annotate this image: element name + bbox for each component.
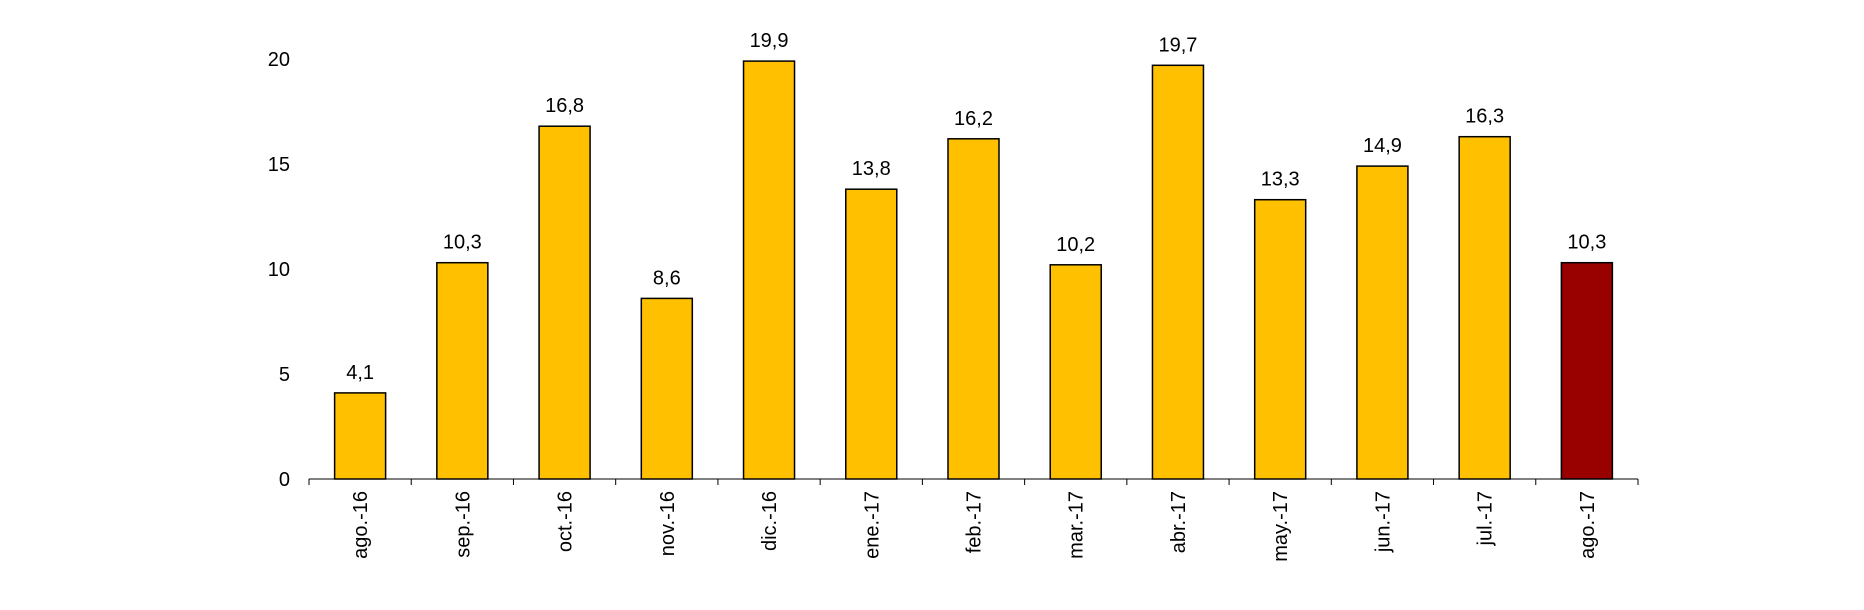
data-label: 19,9 [750, 30, 789, 52]
x-tick-label: sep.-16 [452, 491, 474, 558]
bars [333, 60, 1614, 480]
bar [1049, 264, 1102, 480]
x-tick-label: jul.-17 [1475, 491, 1497, 546]
y-tick-label: 10 [268, 259, 290, 281]
data-label: 19,7 [1158, 34, 1197, 56]
y-axis: 0 5 10 15 20 [268, 49, 290, 491]
data-label: 16,2 [954, 108, 993, 130]
bar [1356, 165, 1409, 480]
x-tick-label: nov.-16 [657, 491, 679, 556]
bar [947, 138, 1000, 480]
bar [436, 261, 489, 480]
x-tick-label: oct.-16 [555, 491, 577, 552]
x-tick-label: mar.-17 [1066, 491, 1088, 559]
bar [845, 188, 898, 480]
bar [1458, 135, 1511, 480]
x-tick-label: abr.-17 [1168, 491, 1190, 553]
data-label: 10,3 [443, 232, 482, 254]
bar [1560, 261, 1614, 480]
x-tick-label: may.-17 [1270, 491, 1292, 562]
x-tick-label: ago.-16 [350, 491, 372, 559]
x-tick-label: jun.-17 [1372, 491, 1394, 553]
x-axis: ago.-16 sep.-16 oct.-16 nov.-16 dic.-16 ene.-… [308, 478, 1639, 562]
x-tick-label: feb.-17 [964, 491, 986, 553]
data-label: 10,2 [1056, 234, 1095, 256]
data-labels: 4,1 10,3 16,8 8,6 19,9 13,8 16,2 10,2 19,7 13,3 14… [346, 30, 1606, 384]
y-tick-label: 5 [279, 364, 290, 386]
bar [742, 60, 796, 480]
data-label: 16,3 [1465, 106, 1504, 128]
data-label: 14,9 [1363, 135, 1402, 157]
x-tick-label: ago.-17 [1577, 491, 1599, 559]
data-label: 4,1 [346, 362, 374, 384]
x-tick-label: ene.-17 [861, 491, 883, 559]
bar [333, 392, 387, 480]
y-tick-label: 0 [279, 469, 290, 491]
data-label: 13,8 [852, 158, 891, 180]
data-label: 13,3 [1261, 169, 1300, 191]
data-label: 10,3 [1567, 232, 1606, 254]
bar [1151, 64, 1205, 480]
data-label: 8,6 [653, 267, 681, 289]
bar [1253, 198, 1307, 480]
bar [640, 297, 694, 480]
x-tick-label: dic.-16 [759, 491, 781, 551]
data-label: 16,8 [545, 95, 584, 117]
bar [538, 125, 591, 480]
y-tick-label: 15 [268, 154, 290, 176]
y-tick-label: 20 [268, 49, 290, 71]
